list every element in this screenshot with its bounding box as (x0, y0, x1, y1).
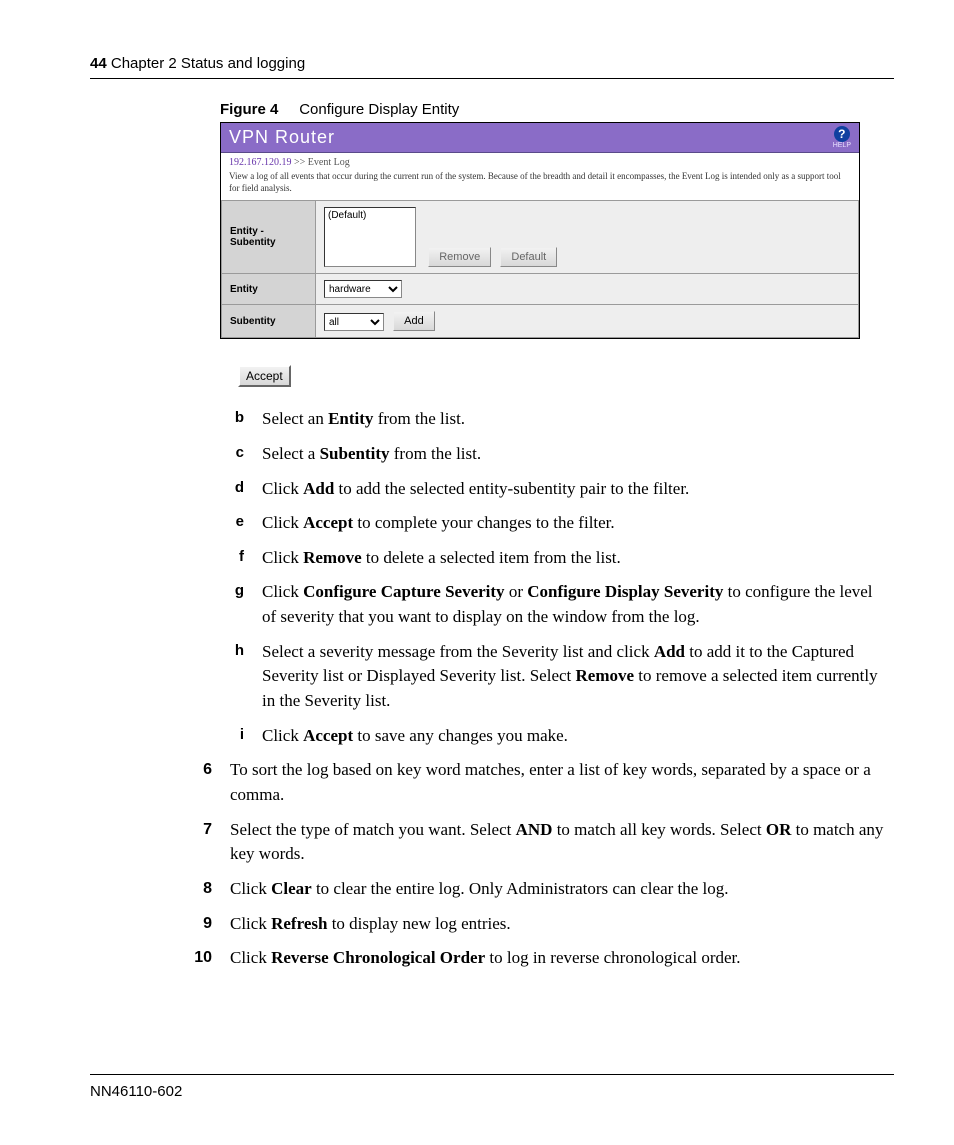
figure-caption: Figure 4 Configure Display Entity (220, 101, 894, 118)
step-marker: b (218, 407, 262, 432)
document-id: NN46110-602 (90, 1083, 182, 1100)
step-text: Select a Subentity from the list. (262, 442, 894, 467)
step-text: Select an Entity from the list. (262, 407, 894, 432)
step-marker: e (218, 511, 262, 536)
listbox-item[interactable]: (Default) (328, 210, 366, 221)
subentity-select[interactable]: all (324, 313, 384, 331)
entity-subentity-cell: (Default) Remove Default (316, 201, 859, 274)
breadcrumb: 192.167.120.19 >> Event Log View a log o… (221, 153, 859, 200)
default-button[interactable]: Default (500, 247, 557, 267)
step-marker: c (218, 442, 262, 467)
page-footer: NN46110-602 (90, 1074, 894, 1100)
step-marker: 8 (186, 877, 230, 902)
ui-title: VPN Router (229, 127, 335, 148)
add-button[interactable]: Add (393, 311, 435, 331)
step-text: Click Configure Capture Severity or Conf… (262, 580, 894, 629)
list-item: g Click Configure Capture Severity or Co… (90, 580, 894, 629)
table-row: Entity - Subentity (Default) Remove Defa… (222, 201, 859, 274)
step-text: Click Accept to complete your changes to… (262, 511, 894, 536)
accept-row: Accept (238, 365, 894, 387)
chapter-title: Chapter 2 Status and logging (111, 55, 305, 72)
step-marker: 9 (186, 912, 230, 937)
breadcrumb-description: View a log of all events that occur duri… (229, 170, 851, 194)
help-label: HELP (833, 142, 851, 149)
remove-button[interactable]: Remove (428, 247, 491, 267)
entity-subentity-label: Entity - Subentity (222, 201, 316, 274)
ui-titlebar: VPN Router ? HELP (221, 123, 859, 153)
step-marker: d (218, 477, 262, 502)
list-item: 9 Click Refresh to display new log entri… (90, 912, 894, 937)
breadcrumb-arrow: >> (294, 157, 305, 168)
step-text: Click Remove to delete a selected item f… (262, 546, 894, 571)
step-marker: i (218, 724, 262, 749)
breadcrumb-ip[interactable]: 192.167.120.19 (229, 157, 292, 168)
list-item: h Select a severity message from the Sev… (90, 640, 894, 714)
page-header: 44 Chapter 2 Status and logging (90, 55, 894, 79)
step-text: Click Clear to clear the entire log. Onl… (230, 877, 894, 902)
list-item: 6 To sort the log based on key word matc… (90, 758, 894, 807)
step-marker: g (218, 580, 262, 629)
page-number: 44 (90, 55, 107, 72)
step-text: Click Add to add the selected entity-sub… (262, 477, 894, 502)
help-icon: ? (834, 126, 850, 142)
subentity-label: Subentity (222, 305, 316, 338)
table-row: Entity hardware (222, 274, 859, 305)
breadcrumb-location: Event Log (308, 157, 350, 168)
step-marker: 10 (186, 946, 230, 971)
step-marker: 7 (186, 818, 230, 867)
list-item: b Select an Entity from the list. (90, 407, 894, 432)
step-text: Select a severity message from the Sever… (262, 640, 894, 714)
list-item: e Click Accept to complete your changes … (90, 511, 894, 536)
list-item: 8 Click Clear to clear the entire log. O… (90, 877, 894, 902)
step-text: Click Accept to save any changes you mak… (262, 724, 894, 749)
list-item: 7 Select the type of match you want. Sel… (90, 818, 894, 867)
step-text: Click Refresh to display new log entries… (230, 912, 894, 937)
figure-title: Configure Display Entity (299, 101, 459, 118)
instruction-steps: b Select an Entity from the list. c Sele… (90, 407, 894, 971)
step-marker: 6 (186, 758, 230, 807)
list-item: c Select a Subentity from the list. (90, 442, 894, 467)
step-text: Click Reverse Chronological Order to log… (230, 946, 894, 971)
step-marker: h (218, 640, 262, 714)
list-item: d Click Add to add the selected entity-s… (90, 477, 894, 502)
help-button[interactable]: ? HELP (833, 126, 851, 149)
figure-label: Figure 4 (220, 101, 278, 118)
list-item: f Click Remove to delete a selected item… (90, 546, 894, 571)
config-table: Entity - Subentity (Default) Remove Defa… (221, 200, 859, 338)
router-ui-screenshot: VPN Router ? HELP 192.167.120.19 >> Even… (220, 122, 860, 339)
list-item: 10 Click Reverse Chronological Order to … (90, 946, 894, 971)
subentity-cell: all Add (316, 305, 859, 338)
entity-cell: hardware (316, 274, 859, 305)
entity-label: Entity (222, 274, 316, 305)
step-text: Select the type of match you want. Selec… (230, 818, 894, 867)
accept-button[interactable]: Accept (238, 365, 291, 387)
entity-subentity-listbox[interactable]: (Default) (324, 207, 416, 267)
table-row: Subentity all Add (222, 305, 859, 338)
entity-select[interactable]: hardware (324, 280, 402, 298)
list-item: i Click Accept to save any changes you m… (90, 724, 894, 749)
step-marker: f (218, 546, 262, 571)
step-text: To sort the log based on key word matche… (230, 758, 894, 807)
